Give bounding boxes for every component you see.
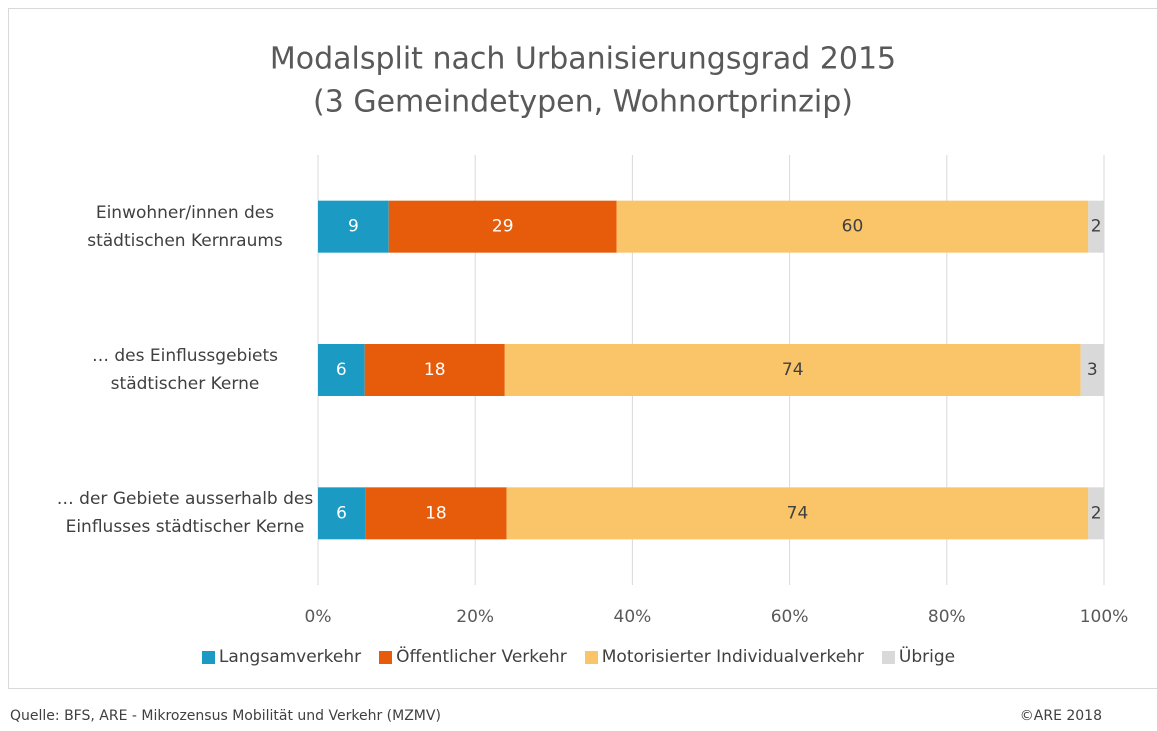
- bar-segment: [506, 487, 1089, 540]
- legend-label: Motorisierter Individualverkehr: [601, 647, 864, 667]
- data-label: 3: [1087, 360, 1098, 380]
- x-tick-label: 80%: [928, 607, 966, 627]
- y-tick-label: Einwohner/innen des städtischen Kernraum…: [87, 202, 283, 251]
- data-label: 6: [336, 360, 347, 380]
- data-label: 2: [1091, 503, 1102, 523]
- x-tick-label: 0%: [305, 607, 332, 627]
- data-label: 74: [787, 503, 809, 523]
- chart-subtitle: (3 Gemeindetypen, Wohnortprinzip): [313, 85, 853, 120]
- data-label: 18: [424, 360, 446, 380]
- x-tick-label: 100%: [1080, 607, 1129, 627]
- legend-item: Öffentlicher Verkehr: [379, 647, 567, 667]
- data-label: 74: [782, 360, 804, 380]
- bar-segment: [1088, 487, 1104, 540]
- legend-swatch: [584, 650, 598, 664]
- frame: [8, 8, 1157, 689]
- legend-swatch: [201, 650, 215, 664]
- bar-segment: [318, 200, 389, 253]
- bar-segment: [388, 200, 617, 253]
- y-tick-label: … der Gebiete ausserhalb des Einflusses …: [56, 489, 314, 538]
- bar-segment: [1080, 344, 1104, 396]
- bar-segment: [504, 344, 1081, 396]
- bar-segment: [318, 487, 366, 540]
- legend-swatch: [881, 650, 895, 664]
- data-label: 29: [492, 217, 514, 237]
- legend: Langsamverkehr Öffentlicher Verkehr Motori…: [0, 647, 1157, 667]
- bar-segment: [365, 487, 507, 540]
- legend-label: Langsamverkehr: [218, 647, 362, 667]
- legend-label: Übrige: [898, 647, 956, 667]
- legend-item: Langsamverkehr: [201, 647, 362, 667]
- x-tick-label: 40%: [614, 607, 652, 627]
- legend-item: Motorisierter Individualverkehr: [584, 647, 864, 667]
- data-label: 60: [842, 217, 864, 237]
- x-tick-label: 60%: [771, 607, 809, 627]
- y-tick-label: … des Einflussgebiets städtischer Kerne: [91, 346, 279, 394]
- x-tick-label: 20%: [456, 607, 494, 627]
- copyright: ©ARE 2018: [1019, 708, 1102, 724]
- bar-segment: [318, 344, 365, 396]
- data-label: 6: [336, 503, 347, 523]
- data-label: 2: [1091, 217, 1102, 237]
- legend-label: Öffentlicher Verkehr: [396, 647, 567, 667]
- chart-title: Modalsplit nach Urbanisierungsgrad 2015: [270, 42, 896, 77]
- legend-item: Übrige: [881, 647, 956, 667]
- data-label: 9: [348, 217, 359, 237]
- legend-swatch: [379, 650, 393, 664]
- bar-segment: [364, 344, 505, 396]
- source: Quelle: BFS, ARE - Mikrozensus Mobilität…: [10, 708, 441, 724]
- bar-segment: [1088, 200, 1104, 253]
- bar-segment: [616, 200, 1089, 253]
- data-label: 18: [425, 503, 447, 523]
